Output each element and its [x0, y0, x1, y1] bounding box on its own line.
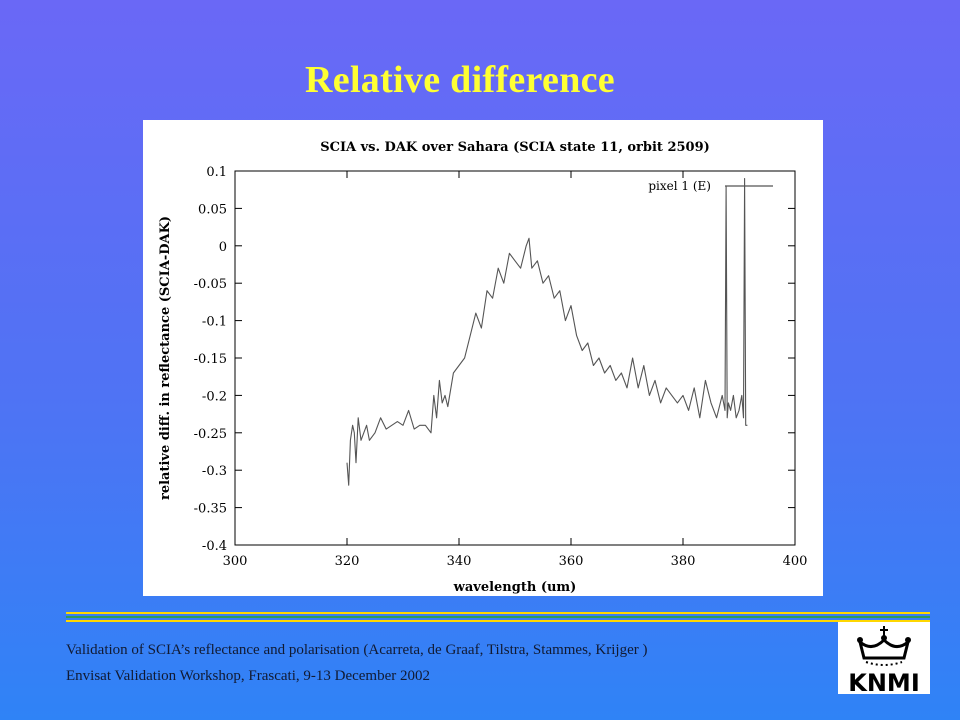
y-axis-ticks: 0.1 0.05 0 -0.05 -0.1 -0.15 -0.2 -0.25 -0.3 -0.35…	[194, 165, 795, 554]
logo-text: KNMI	[848, 669, 920, 694]
x-tick-label: 360	[559, 554, 584, 569]
y-tick-label: -0.1	[202, 315, 227, 330]
crown-icon: KNMI	[848, 626, 920, 697]
chart-panel: 0.1 0.05 0 -0.05 -0.1 -0.15 -0.2 -0.25 -0.3 -0.35…	[143, 120, 823, 596]
y-tick-label: -0.3	[202, 464, 227, 479]
y-tick-label: -0.05	[194, 277, 227, 292]
y-tick-label: 0.05	[198, 202, 227, 217]
separator-line-top	[66, 612, 930, 614]
y-tick-label: 0.1	[206, 165, 227, 180]
footer-citation: Validation of SCIA’s reflectance and pol…	[66, 642, 648, 658]
footer-event: Envisat Validation Workshop, Frascati, 9…	[66, 668, 430, 684]
x-tick-label: 320	[335, 554, 360, 569]
y-tick-label: -0.4	[202, 539, 227, 554]
line-chart: 0.1 0.05 0 -0.05 -0.1 -0.15 -0.2 -0.25 -0.3 -0.35…	[158, 140, 808, 595]
y-axis-label: relative diff. in reflectance (SCIA-DAK)	[158, 216, 173, 500]
x-axis-ticks: 300 320 340 360 380 400	[223, 171, 808, 569]
series-layer	[346, 177, 748, 486]
x-tick-label: 340	[447, 554, 472, 569]
x-tick-label: 400	[783, 554, 808, 569]
y-tick-label: 0	[219, 240, 227, 255]
x-tick-label: 300	[223, 554, 248, 569]
x-axis-label: wavelength (um)	[453, 580, 577, 595]
chart-title: SCIA vs. DAK over Sahara (SCIA state 11,…	[320, 140, 710, 155]
y-tick-label: -0.2	[202, 389, 227, 404]
series-line	[346, 177, 748, 486]
separator-line-bottom	[66, 620, 930, 622]
separator-line-middle	[66, 616, 930, 618]
x-tick-label: 380	[671, 554, 696, 569]
legend-label: pixel 1 (E)	[648, 179, 711, 193]
y-tick-label: -0.15	[194, 352, 227, 367]
plot-frame	[234, 170, 796, 546]
slide-title: Relative difference	[305, 59, 615, 101]
knmi-logo: KNMI	[838, 622, 930, 697]
footer-separator	[66, 612, 930, 624]
y-tick-label: -0.35	[194, 502, 227, 517]
y-tick-label: -0.25	[194, 427, 227, 442]
